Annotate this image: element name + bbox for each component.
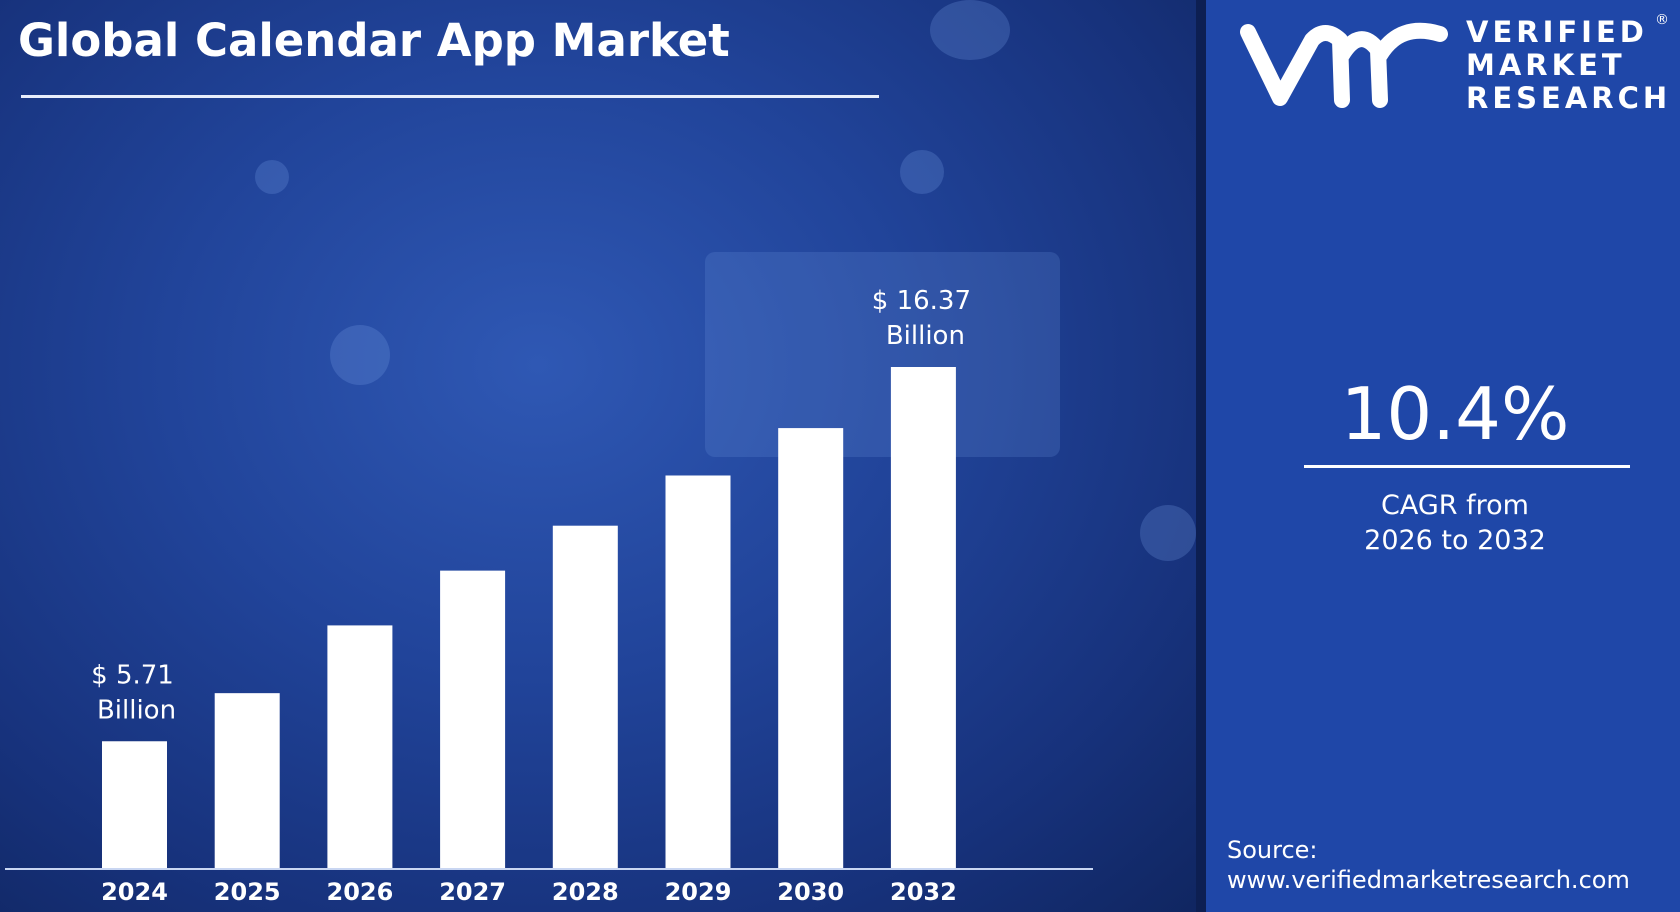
decor-node — [1140, 505, 1196, 561]
bar-2024 — [102, 741, 167, 868]
bar-2032 — [890, 367, 956, 868]
bar-2027 — [440, 570, 506, 868]
source-label: Source: — [1227, 836, 1318, 864]
x-tick-label: 2029 — [665, 878, 732, 906]
info-panel — [1206, 0, 1680, 912]
bar-2029 — [665, 475, 731, 868]
decor-node — [330, 325, 390, 385]
cagr-caption: CAGR from 2026 to 2032 — [1230, 488, 1680, 558]
brand-line: RESEARCH — [1466, 81, 1672, 115]
decor-node — [900, 150, 944, 194]
data-label: Billion — [886, 321, 965, 351]
x-tick-label: 2028 — [552, 878, 619, 906]
decor-node — [930, 0, 1010, 60]
registered-mark: ® — [1655, 12, 1669, 28]
data-label: $ 5.71 — [91, 660, 174, 690]
x-tick-label: 2026 — [327, 878, 394, 906]
cagr-caption-line: 2026 to 2032 — [1364, 525, 1546, 556]
bar-chart: 2024 2025 2026 2027 2028 2029 2030 2032 $ 5.71 Bi… — [5, 286, 1093, 906]
title-underline — [21, 95, 879, 98]
bar-2028 — [552, 525, 618, 868]
bar-2025 — [214, 693, 280, 868]
decor-node — [255, 160, 289, 194]
source-link[interactable]: www.verifiedmarketresearch.com — [1227, 866, 1630, 894]
bar-2026 — [327, 625, 393, 868]
x-tick-label: 2030 — [777, 878, 844, 906]
page-title: Global Calendar App Market — [18, 14, 730, 67]
cagr-caption-line: CAGR from — [1381, 490, 1529, 521]
decor-laptop — [705, 252, 1060, 457]
x-tick-label: 2025 — [214, 878, 281, 906]
cagr-value: 10.4% — [1340, 372, 1570, 456]
source: Source: www.verifiedmarketresearch.com — [1227, 835, 1630, 895]
data-label: Billion — [97, 695, 176, 725]
brand-line: MARKET — [1466, 48, 1626, 82]
x-tick-label: 2032 — [890, 878, 957, 906]
bar-2030 — [778, 428, 844, 868]
x-tick-label: 2024 — [101, 878, 168, 906]
brand-line: VERIFIED — [1466, 15, 1648, 49]
x-tick-label: 2027 — [439, 878, 506, 906]
data-label: $ 16.37 — [872, 286, 971, 316]
cagr-divider — [1304, 465, 1630, 468]
panel-divider — [1196, 0, 1206, 912]
brand-name: VERIFIED MARKET RESEARCH — [1466, 16, 1671, 115]
